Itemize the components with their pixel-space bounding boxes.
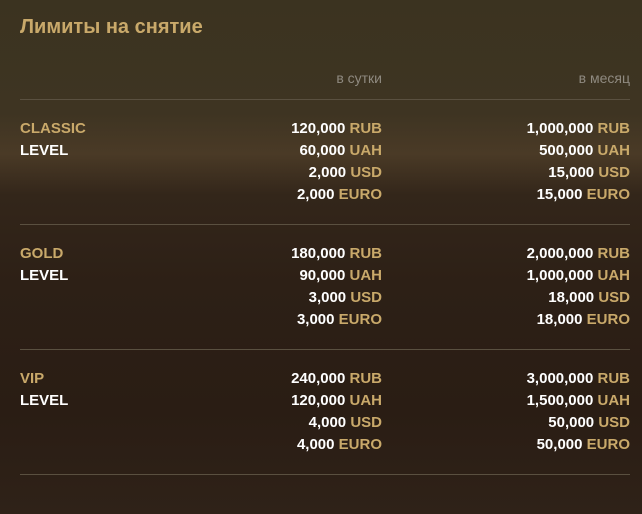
amount: 1,500,000 [526, 392, 594, 409]
limit-row: 2,000 EURO [291, 184, 382, 206]
limits-month: 3,000,000 RUB 1,500,000 UAH 50,000 USD 50,0… [527, 368, 630, 456]
currency: UAH [349, 392, 383, 409]
currency: USD [598, 164, 630, 181]
limits-month: 2,000,000 RUB 1,000,000 UAH 18,000 USD 18,0… [527, 243, 630, 331]
amount: 18,000 [548, 289, 595, 306]
currency: EURO [338, 186, 382, 203]
currency: USD [598, 289, 630, 306]
currency: RUB [349, 120, 383, 137]
level-name: VIP LEVEL [20, 370, 69, 409]
amount: 1,000,000 [526, 120, 594, 137]
amount: 1,000,000 [526, 267, 594, 284]
limit-row: 120,000 UAH [291, 390, 382, 412]
amount: 50,000 [548, 414, 595, 431]
amount: 2,000 [296, 186, 335, 203]
column-header-month: в месяц [578, 70, 630, 86]
amount: 2,000,000 [526, 245, 594, 262]
amount: 180,000 [291, 245, 346, 262]
currency: UAH [597, 392, 631, 409]
currency: RUB [349, 245, 383, 262]
limits-day: 120,000 RUB 60,000 UAH 2,000 USD 2,000 EURO [291, 118, 382, 206]
limits-day: 240,000 RUB 120,000 UAH 4,000 USD 4,000 EUR… [291, 368, 382, 456]
currency: EURO [338, 436, 382, 453]
currency: UAH [349, 142, 383, 159]
amount: 3,000,000 [526, 370, 594, 387]
limit-row: 15,000 USD [527, 162, 630, 184]
limit-row: 4,000 USD [291, 412, 382, 434]
currency: UAH [597, 267, 631, 284]
limit-row: 4,000 EURO [291, 434, 382, 456]
level-name: CLASSIC LEVEL [20, 120, 86, 159]
amount: 15,000 [548, 164, 595, 181]
level-section: CLASSIC LEVEL 120,000 RUB 60,000 UAH 2,000 U… [20, 118, 630, 218]
limit-row: 1,000,000 UAH [527, 265, 630, 287]
limit-row: 3,000,000 RUB [527, 368, 630, 390]
currency: RUB [597, 245, 631, 262]
limit-row: 180,000 RUB [291, 243, 382, 265]
page-title: Лимиты на снятие [20, 16, 203, 38]
amount: 15,000 [536, 186, 583, 203]
limit-row: 1,500,000 UAH [527, 390, 630, 412]
currency: EURO [586, 311, 630, 328]
limit-row: 2,000,000 RUB [527, 243, 630, 265]
divider [20, 349, 630, 350]
limit-row: 18,000 USD [527, 287, 630, 309]
amount: 3,000 [308, 289, 347, 306]
amount: 3,000 [296, 311, 335, 328]
limit-row: 240,000 RUB [291, 368, 382, 390]
divider [20, 474, 630, 475]
level-name: GOLD LEVEL [20, 245, 69, 284]
currency: USD [350, 414, 382, 431]
limits-month: 1,000,000 RUB 500,000 UAH 15,000 USD 15,000… [527, 118, 630, 206]
divider [20, 224, 630, 225]
amount: 120,000 [291, 120, 346, 137]
currency: UAH [349, 267, 383, 284]
amount: 60,000 [299, 142, 346, 159]
amount: 50,000 [536, 436, 583, 453]
column-header-day: в сутки [336, 70, 382, 86]
currency: RUB [349, 370, 383, 387]
amount: 120,000 [291, 392, 346, 409]
limit-row: 3,000 EURO [291, 309, 382, 331]
amount: 18,000 [536, 311, 583, 328]
currency: RUB [597, 120, 631, 137]
currency: USD [350, 164, 382, 181]
limit-row: 3,000 USD [291, 287, 382, 309]
level-section: VIP LEVEL 240,000 RUB 120,000 UAH 4,000 USD 4… [20, 368, 630, 468]
level-section: GOLD LEVEL 180,000 RUB 90,000 UAH 3,000 USD 3… [20, 243, 630, 343]
amount: 4,000 [308, 414, 347, 431]
currency: RUB [597, 370, 631, 387]
divider [20, 99, 630, 100]
currency: EURO [586, 186, 630, 203]
amount: 2,000 [308, 164, 347, 181]
currency: EURO [338, 311, 382, 328]
limit-row: 15,000 EURO [527, 184, 630, 206]
limit-row: 18,000 EURO [527, 309, 630, 331]
limit-row: 500,000 UAH [527, 140, 630, 162]
amount: 4,000 [296, 436, 335, 453]
limit-row: 60,000 UAH [291, 140, 382, 162]
limit-row: 50,000 EURO [527, 434, 630, 456]
limit-row: 120,000 RUB [291, 118, 382, 140]
limit-row: 50,000 USD [527, 412, 630, 434]
currency: USD [598, 414, 630, 431]
currency: USD [350, 289, 382, 306]
limit-row: 90,000 UAH [291, 265, 382, 287]
amount: 240,000 [291, 370, 346, 387]
amount: 500,000 [539, 142, 594, 159]
amount: 90,000 [299, 267, 346, 284]
currency: UAH [597, 142, 631, 159]
currency: EURO [586, 436, 630, 453]
limits-day: 180,000 RUB 90,000 UAH 3,000 USD 3,000 EURO [291, 243, 382, 331]
limit-row: 1,000,000 RUB [527, 118, 630, 140]
limit-row: 2,000 USD [291, 162, 382, 184]
